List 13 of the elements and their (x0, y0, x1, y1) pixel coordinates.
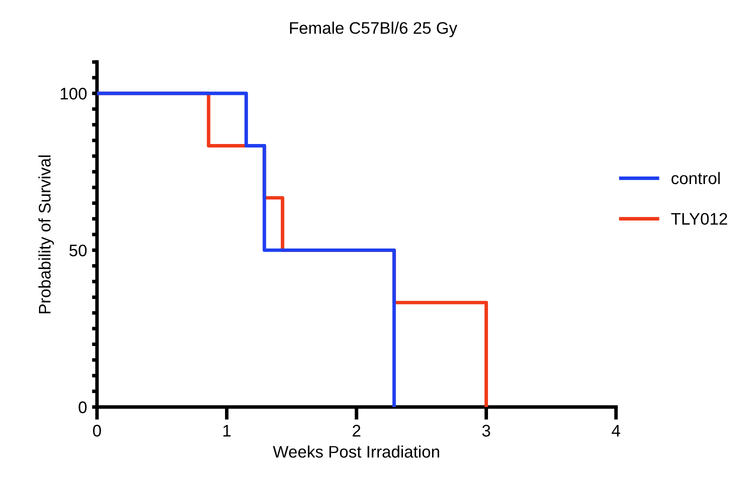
y-axis-title: Probability of Survival (38, 155, 54, 314)
x-tick-label: 2 (352, 424, 360, 436)
x-tick-label: 4 (612, 424, 620, 436)
x-tick-label: 3 (482, 424, 490, 437)
y-tick-label: 50 (69, 244, 87, 256)
legend-label: control (672, 172, 720, 184)
x-tick-label: 1 (223, 424, 231, 436)
y-tick-label: 100 (60, 88, 87, 100)
x-tick-label: 0 (93, 424, 101, 437)
legend-label: TLY012 (671, 212, 728, 225)
x-axis-title: Weeks Post Irradiation (272, 445, 440, 458)
chart-title: Female C57Bl/6 25 Gy (290, 22, 458, 38)
y-tick-label: 0 (78, 401, 87, 414)
